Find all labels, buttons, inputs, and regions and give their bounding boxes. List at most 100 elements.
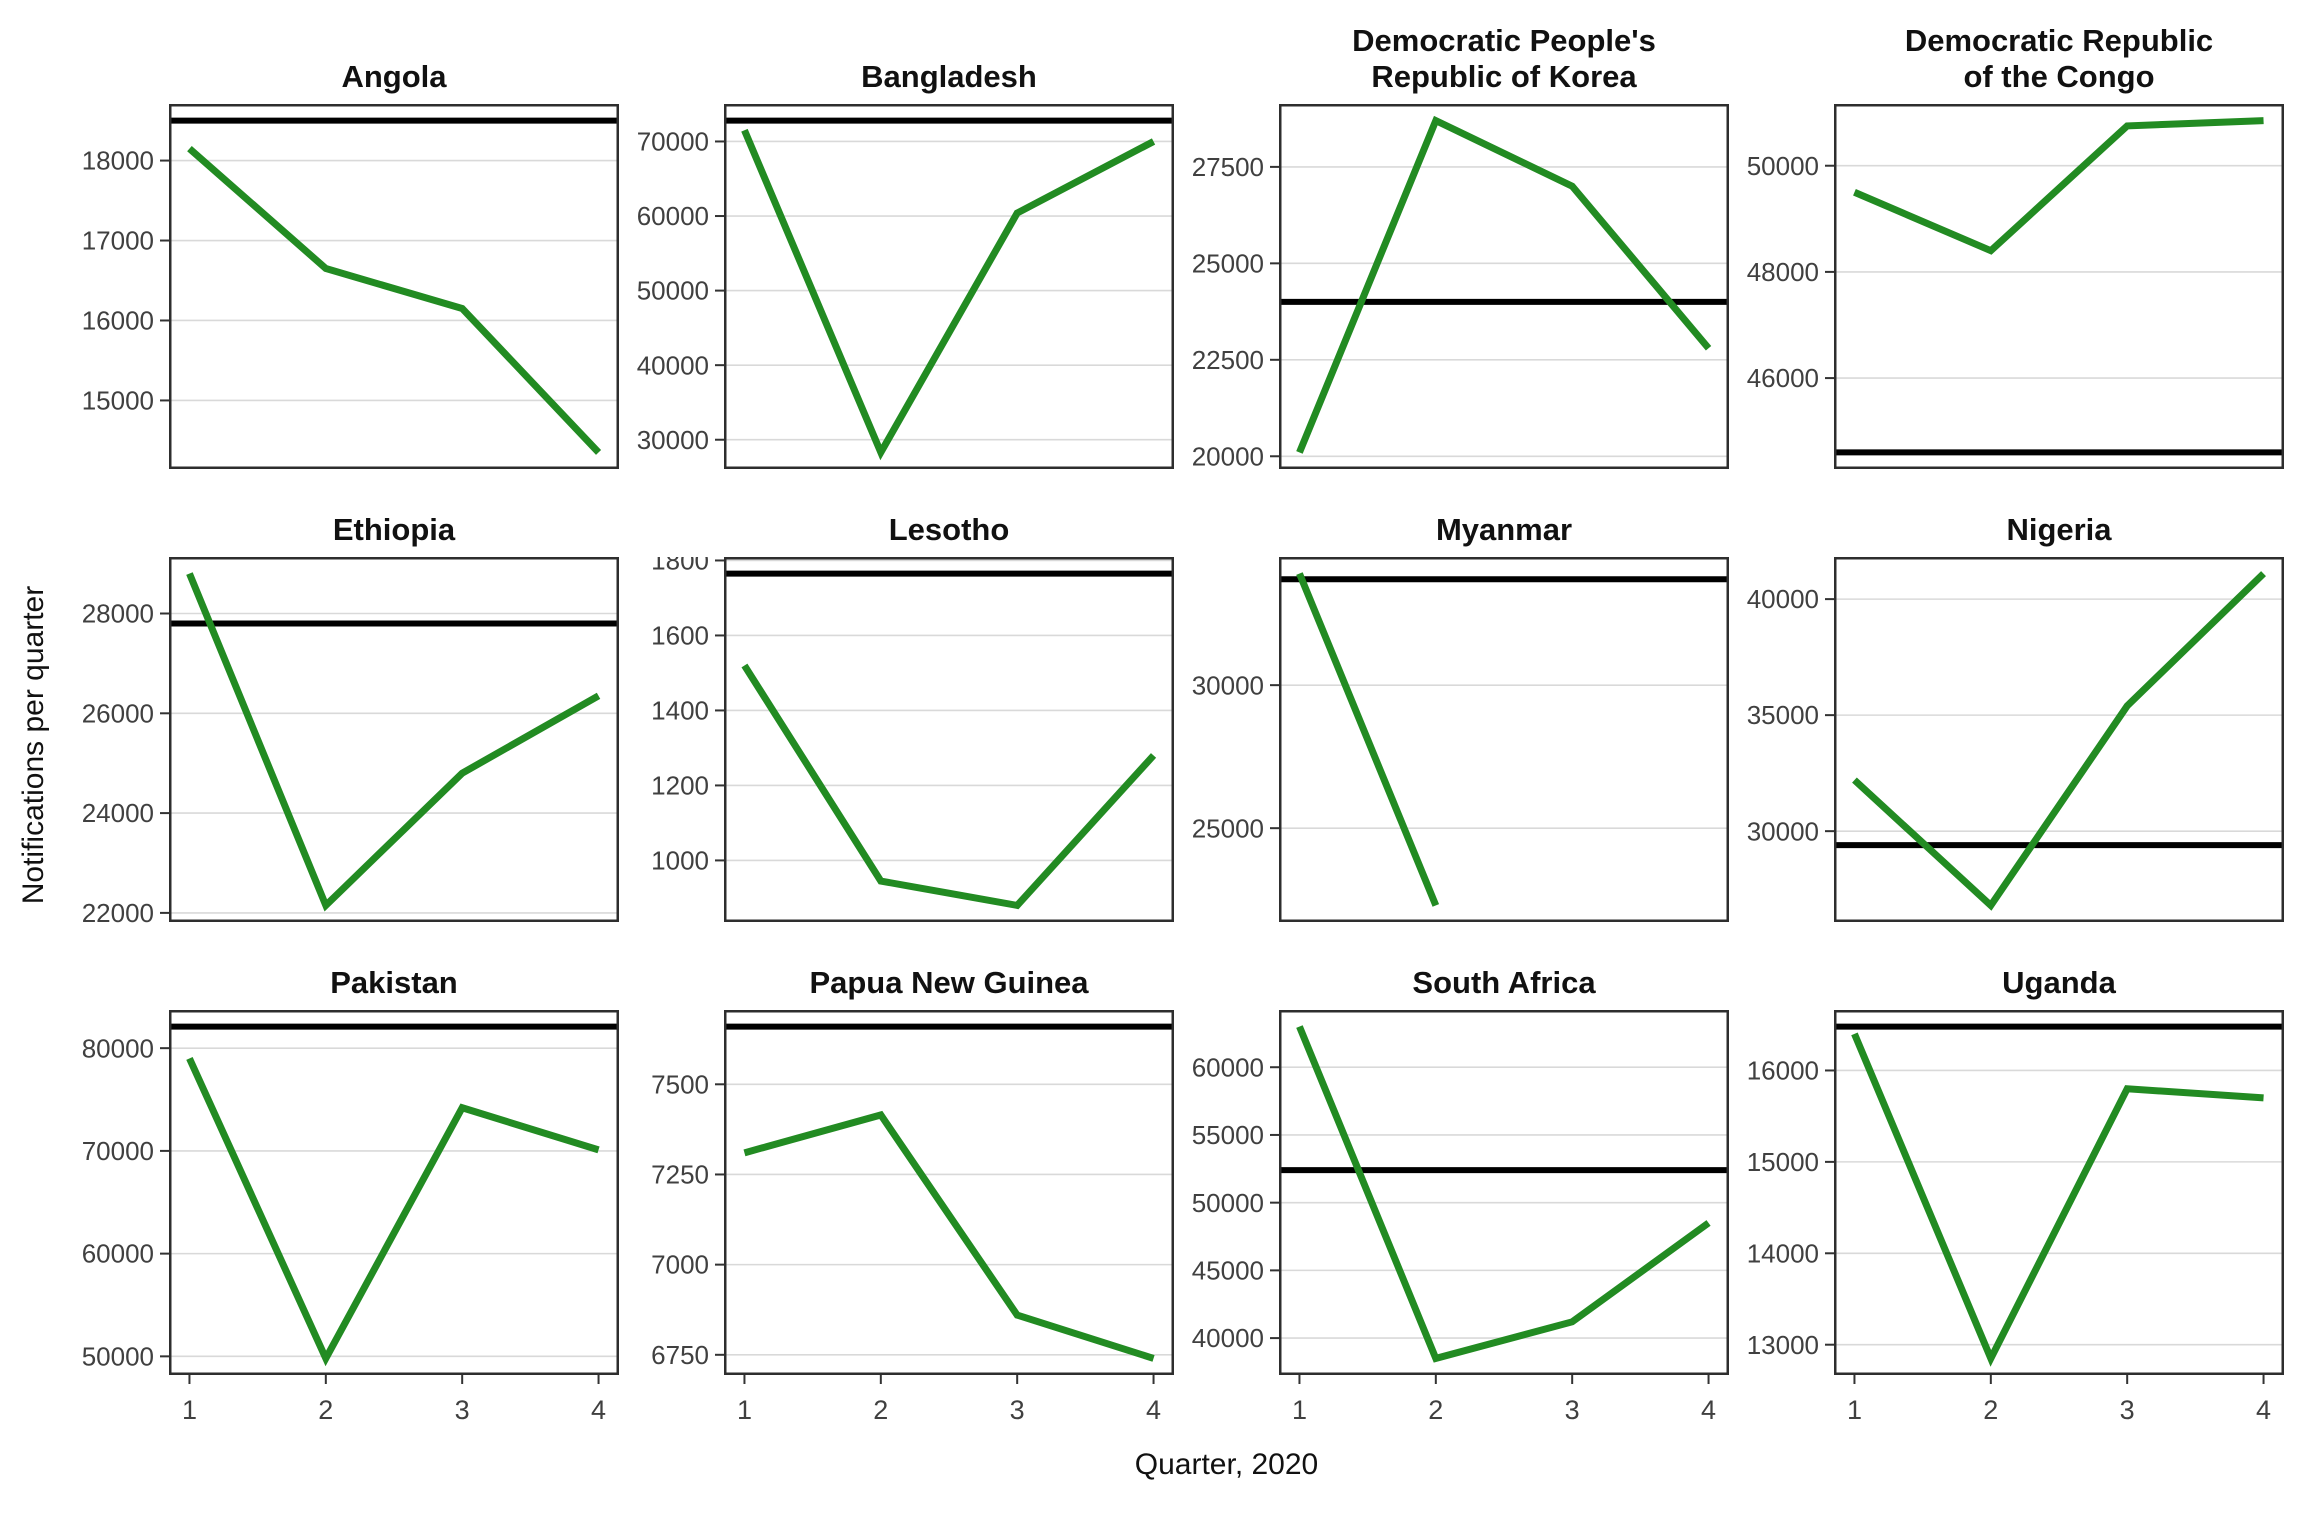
facet-democratic-people-s-republic-of-korea: Democratic People's Republic of Korea 200… [1174,14,1729,475]
facet-plot: 46000 48000 50000 [1747,104,2284,469]
y-tick-label: 15000 [1747,1147,1819,1177]
facet-plot: 30000 35000 40000 [1747,557,2284,922]
notifications-trend-line [741,663,1157,910]
y-tick-label: 70000 [82,1136,154,1166]
notifications-trend-line [1296,1025,1711,1363]
facet-nigeria: Nigeria 30000 35000 40000 [1729,501,2284,928]
facet-south-africa: South Africa 40000 45000 50000 55000 60000 1 2 3… [1174,954,1729,1428]
y-tick-label: 18000 [82,146,154,176]
facet-title: Papua New Guinea [809,965,1089,1001]
facet-papua-new-guinea: Papua New Guinea 6750 7000 7250 7500 1 2 3 4 [619,954,1174,1428]
y-tick-label: 25000 [1192,813,1264,843]
notifications-trend-line [1296,115,1712,454]
y-tick-label: 30000 [1747,816,1819,846]
y-tick-label: 40000 [1747,584,1819,614]
facet-pakistan: Pakistan 50000 60000 70000 80000 1 2 3 4 [64,954,619,1428]
panel-border [1279,104,1729,469]
y-tick-label: 14000 [1747,1238,1819,1268]
y-tick-label: 20000 [1192,441,1264,471]
facet-plot: 13000 14000 15000 16000 1 2 3 4 [1747,1010,2284,1425]
y-tick-label: 70000 [637,127,709,157]
facet-title: South Africa [1412,965,1596,1001]
notifications-trend-line [1296,572,1440,907]
x-tick-label: 2 [873,1395,888,1425]
x-axis-title: Quarter, 2020 [1134,1448,1319,1481]
x-tick-label: 3 [1010,1395,1025,1425]
y-tick-label: 26000 [82,698,154,728]
y-tick-label: 50000 [82,1341,154,1371]
y-tick-label: 55000 [1192,1120,1264,1150]
y-tick-label: 40000 [1192,1323,1264,1353]
x-tick-label: 4 [591,1395,606,1425]
y-tick-label: 22000 [82,898,154,928]
y-tick-label: 17000 [82,226,154,256]
panel-border [1834,104,2284,469]
y-tick-label: 30000 [1192,670,1264,700]
y-tick-label: 7000 [651,1250,709,1280]
y-tick-label: 24000 [82,798,154,828]
panel-border [724,1010,1174,1375]
y-tick-label: 1400 [651,696,709,726]
y-tick-label: 15000 [82,386,154,416]
x-tick-label: 4 [2256,1395,2271,1425]
y-tick-label: 48000 [1747,257,1819,287]
panel-border [1834,557,2284,922]
facet-plot: 6750 7000 7250 7500 1 2 3 4 [651,1010,1174,1425]
facet-democratic-republic-of-the-congo: Democratic Republic of the Congo 46000 480… [1729,14,2284,475]
y-tick-label: 50000 [637,276,709,306]
notifications-trend-line [186,572,601,912]
y-tick-label: 7500 [651,1069,709,1099]
x-tick-label: 2 [318,1395,333,1425]
y-tick-label: 22500 [1192,345,1264,375]
panel-border [169,557,619,922]
notifications-trend-line [1851,1032,2264,1367]
facet-plot: 30000 40000 50000 60000 70000 [637,104,1174,469]
x-tick-label: 2 [1983,1395,1998,1425]
y-tick-label: 60000 [1192,1052,1264,1082]
y-tick-label: 40000 [637,350,709,380]
facet-ethiopia: Ethiopia 22000 24000 26000 28000 [64,501,619,928]
y-tick-label: 46000 [1747,363,1819,393]
notifications-trend-line [1853,117,2264,255]
facet-plot: 1000 1200 1400 1600 1800 [651,557,1174,922]
y-tick-label: 7250 [651,1160,709,1190]
y-tick-label: 25000 [1192,248,1264,278]
notifications-trend-line [1852,571,2266,911]
facet-plot: 22000 24000 26000 28000 [82,557,619,928]
x-tick-label: 1 [182,1395,197,1425]
y-tick-label: 16000 [1747,1056,1819,1086]
y-tick-label: 35000 [1747,700,1819,730]
x-tick-label: 3 [455,1395,470,1425]
facet-title: Democratic Republic of the Congo [1904,22,2214,95]
notifications-trend-line [186,1056,600,1367]
facet-title: Democratic People's Republic of Korea [1352,22,1656,95]
y-tick-label: 1200 [651,771,709,801]
x-tick-label: 4 [1146,1395,1161,1425]
facet-grid: Angola 15000 16000 17000 18000 Bangladesh 3000… [64,14,2284,1428]
facet-angola: Angola 15000 16000 17000 18000 [64,14,619,475]
panel-border [169,1010,619,1375]
y-tick-label: 27500 [1192,152,1264,182]
facet-title: Ethiopia [332,512,456,548]
facet-title: Pakistan [330,965,458,1001]
panel-border [724,104,1174,469]
panel-border [169,104,619,469]
y-tick-label: 1600 [651,621,709,651]
facet-plot: 20000 22500 25000 27500 [1192,104,1729,471]
x-tick-label: 2 [1428,1395,1443,1425]
y-tick-label: 60000 [637,201,709,231]
x-tick-label: 1 [1292,1395,1307,1425]
facet-title: Angola [341,59,447,95]
facet-plot: 15000 16000 17000 18000 [82,104,619,469]
facet-title: Uganda [2002,965,2116,1001]
y-axis-title: Notifications per quarter [17,585,50,905]
y-tick-label: 50000 [1747,151,1819,181]
facet-title: Myanmar [1435,512,1573,548]
facet-title: Lesotho [888,512,1010,548]
y-tick-label: 1000 [651,846,709,876]
facet-title: Nigeria [2006,512,2112,548]
panel-border [1279,1010,1729,1375]
facet-uganda: Uganda 13000 14000 15000 16000 1 2 3 4 [1729,954,2284,1428]
notifications-trend-line [741,128,1156,461]
facet-plot: 25000 30000 [1192,557,1729,922]
